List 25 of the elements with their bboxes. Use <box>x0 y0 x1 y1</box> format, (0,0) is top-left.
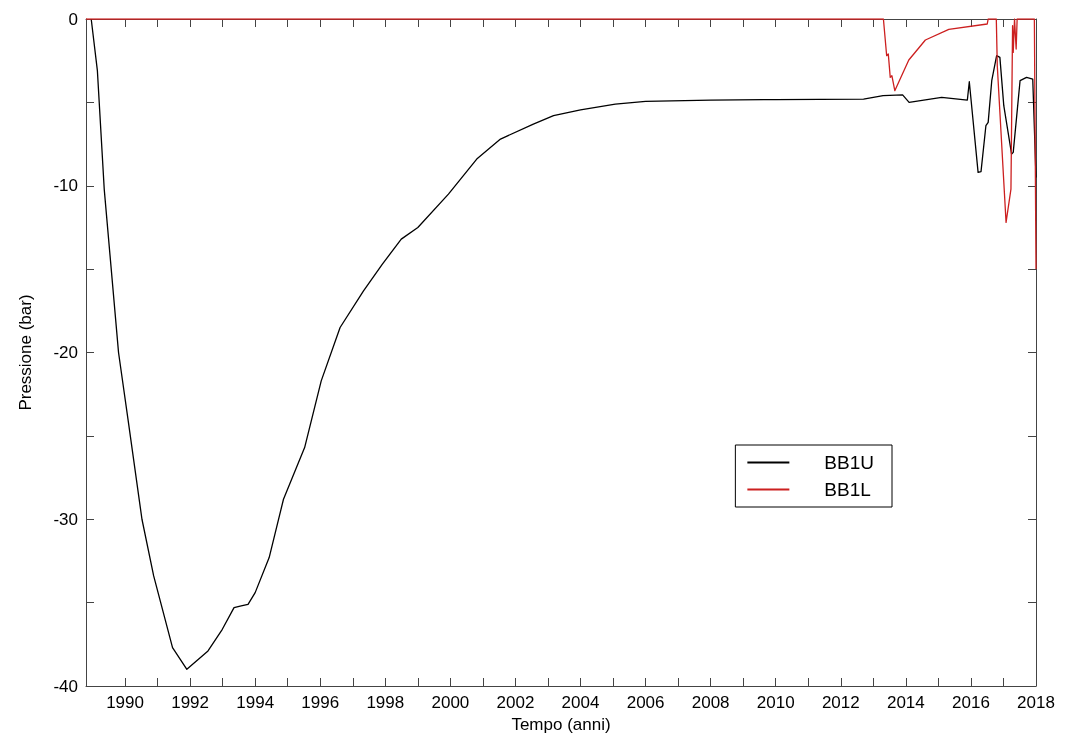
y-tick-label: 0 <box>68 9 78 29</box>
y-axis-title: Pressione (bar) <box>16 294 35 411</box>
x-tick-label: 2010 <box>756 693 795 712</box>
x-tick-label: 2008 <box>691 693 730 712</box>
x-tick-label: 2006 <box>626 693 665 712</box>
legend-label: BB1L <box>824 479 871 500</box>
x-tick-label: 2002 <box>496 693 535 712</box>
x-tick-label: 1998 <box>366 693 405 712</box>
x-tick-label: 2012 <box>821 693 860 712</box>
y-tick-label: -30 <box>53 509 78 529</box>
y-tick-label: -40 <box>53 676 78 696</box>
y-tick-label: -10 <box>53 176 78 196</box>
x-tick-label: 2018 <box>1017 693 1055 712</box>
y-tick-label: -20 <box>53 343 78 362</box>
x-tick-label: 1996 <box>301 693 340 712</box>
x-tick-label: 2000 <box>431 693 470 712</box>
x-tick-label: 1990 <box>106 693 144 712</box>
x-tick-label: 2004 <box>561 693 600 712</box>
x-tick-label: 1992 <box>171 693 210 712</box>
x-tick-label: 2016 <box>952 693 990 712</box>
x-axis-title: Tempo (anni) <box>511 715 611 734</box>
line-series <box>90 18 1037 670</box>
x-tick-label: 2014 <box>886 693 925 712</box>
x-tick-label: 1994 <box>236 693 275 712</box>
legend-label: BB1U <box>824 452 875 473</box>
